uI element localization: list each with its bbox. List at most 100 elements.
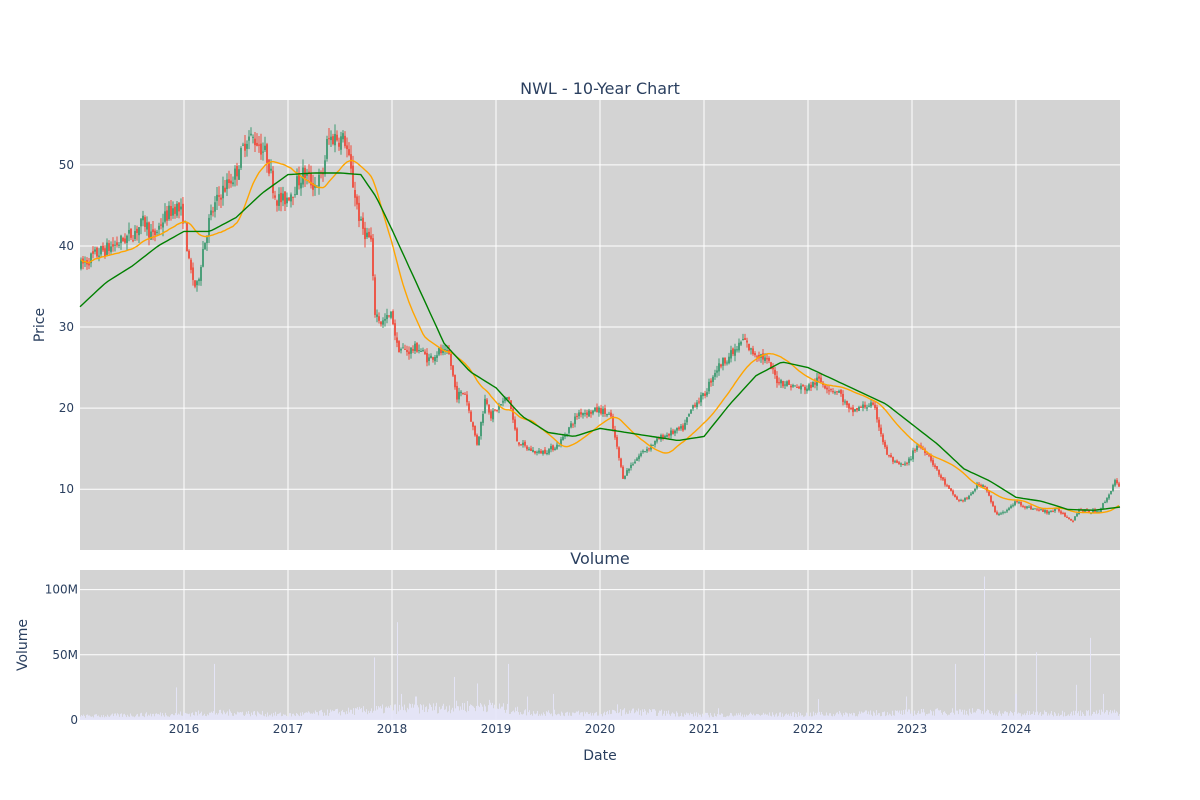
candle-body[interactable] (108, 243, 110, 251)
volume-bar[interactable] (946, 713, 947, 720)
candle-body[interactable] (98, 255, 100, 257)
volume-bar[interactable] (114, 713, 115, 720)
candle-body[interactable] (1030, 506, 1032, 510)
candle-body[interactable] (900, 463, 902, 465)
volume-bar[interactable] (1076, 684, 1077, 720)
candle-body[interactable] (980, 484, 982, 487)
candle-body[interactable] (1052, 511, 1054, 513)
volume-bar[interactable] (415, 696, 416, 720)
volume-bar[interactable] (966, 710, 967, 720)
volume-bar[interactable] (711, 715, 712, 720)
volume-bar[interactable] (630, 713, 631, 720)
candle-body[interactable] (764, 357, 766, 361)
volume-bar[interactable] (375, 710, 376, 720)
candle-body[interactable] (100, 246, 102, 255)
volume-bar[interactable] (781, 716, 782, 720)
volume-bar[interactable] (432, 710, 433, 720)
candle-body[interactable] (166, 210, 168, 221)
volume-bar[interactable] (1113, 712, 1114, 720)
volume-bar[interactable] (590, 712, 591, 720)
volume-bar[interactable] (135, 716, 136, 720)
volume-bar[interactable] (805, 715, 806, 720)
volume-bar[interactable] (733, 716, 734, 720)
candle-body[interactable] (170, 205, 172, 216)
volume-bar[interactable] (251, 712, 252, 720)
candle-body[interactable] (766, 358, 768, 360)
volume-bar[interactable] (159, 714, 160, 720)
volume-bar[interactable] (866, 710, 867, 720)
candle-body[interactable] (402, 347, 404, 349)
volume-bar[interactable] (616, 713, 617, 720)
volume-bar[interactable] (136, 714, 137, 720)
volume-bar[interactable] (964, 709, 965, 720)
volume-bar[interactable] (472, 705, 473, 720)
volume-bar[interactable] (155, 713, 156, 720)
volume-bar[interactable] (467, 700, 468, 720)
volume-bar[interactable] (998, 712, 999, 720)
volume-bar[interactable] (806, 712, 807, 720)
volume-bar[interactable] (926, 713, 927, 720)
volume-bar[interactable] (556, 715, 557, 720)
volume-bar[interactable] (279, 713, 280, 720)
candle-body[interactable] (220, 197, 222, 200)
volume-bar[interactable] (865, 710, 866, 720)
candle-body[interactable] (458, 391, 460, 400)
volume-bar[interactable] (208, 715, 209, 720)
volume-bar[interactable] (569, 712, 570, 720)
volume-bar[interactable] (730, 712, 731, 720)
volume-bar[interactable] (401, 693, 402, 720)
volume-bar[interactable] (765, 713, 766, 720)
candle-body[interactable] (198, 279, 200, 282)
candle-body[interactable] (1038, 509, 1040, 511)
volume-bar[interactable] (276, 715, 277, 720)
volume-bar[interactable] (246, 711, 247, 720)
volume-bar[interactable] (858, 714, 859, 720)
candle-body[interactable] (540, 450, 542, 454)
volume-bar[interactable] (534, 713, 535, 720)
volume-bar[interactable] (648, 713, 649, 720)
volume-bar[interactable] (435, 706, 436, 720)
volume-bar[interactable] (442, 705, 443, 720)
volume-bar[interactable] (824, 715, 825, 720)
volume-bar[interactable] (158, 713, 159, 720)
volume-bar[interactable] (145, 713, 146, 720)
volume-bar[interactable] (742, 714, 743, 720)
candle-body[interactable] (752, 348, 754, 355)
volume-bar[interactable] (490, 702, 491, 720)
volume-bar[interactable] (904, 714, 905, 720)
volume-bar[interactable] (308, 711, 309, 720)
volume-bar[interactable] (898, 712, 899, 720)
volume-bar[interactable] (838, 714, 839, 720)
volume-bar[interactable] (627, 713, 628, 720)
candle-body[interactable] (780, 380, 782, 384)
volume-bar[interactable] (908, 709, 909, 720)
volume-bar[interactable] (710, 712, 711, 720)
candle-body[interactable] (670, 430, 672, 436)
candle-body[interactable] (874, 404, 876, 408)
volume-bar[interactable] (918, 710, 919, 720)
volume-bar[interactable] (487, 711, 488, 720)
volume-bar[interactable] (443, 703, 444, 720)
candle-body[interactable] (796, 386, 798, 388)
volume-bar[interactable] (703, 715, 704, 720)
candle-body[interactable] (716, 370, 718, 373)
volume-bar[interactable] (882, 712, 883, 720)
candle-body[interactable] (114, 244, 116, 246)
volume-bar[interactable] (1103, 693, 1104, 720)
volume-bar[interactable] (256, 716, 257, 720)
volume-bar[interactable] (117, 713, 118, 720)
candle-body[interactable] (228, 179, 230, 184)
candle-body[interactable] (1016, 501, 1018, 503)
volume-bar[interactable] (492, 702, 493, 720)
volume-bar[interactable] (227, 711, 228, 720)
volume-bar[interactable] (299, 716, 300, 720)
candle-body[interactable] (838, 390, 840, 393)
candle-body[interactable] (958, 499, 960, 501)
volume-bar[interactable] (504, 710, 505, 720)
candle-body[interactable] (954, 494, 956, 498)
volume-bar[interactable] (1053, 716, 1054, 720)
volume-bar[interactable] (91, 716, 92, 720)
candle-body[interactable] (630, 464, 632, 468)
candle-body[interactable] (1002, 512, 1004, 514)
volume-bar[interactable] (837, 712, 838, 720)
